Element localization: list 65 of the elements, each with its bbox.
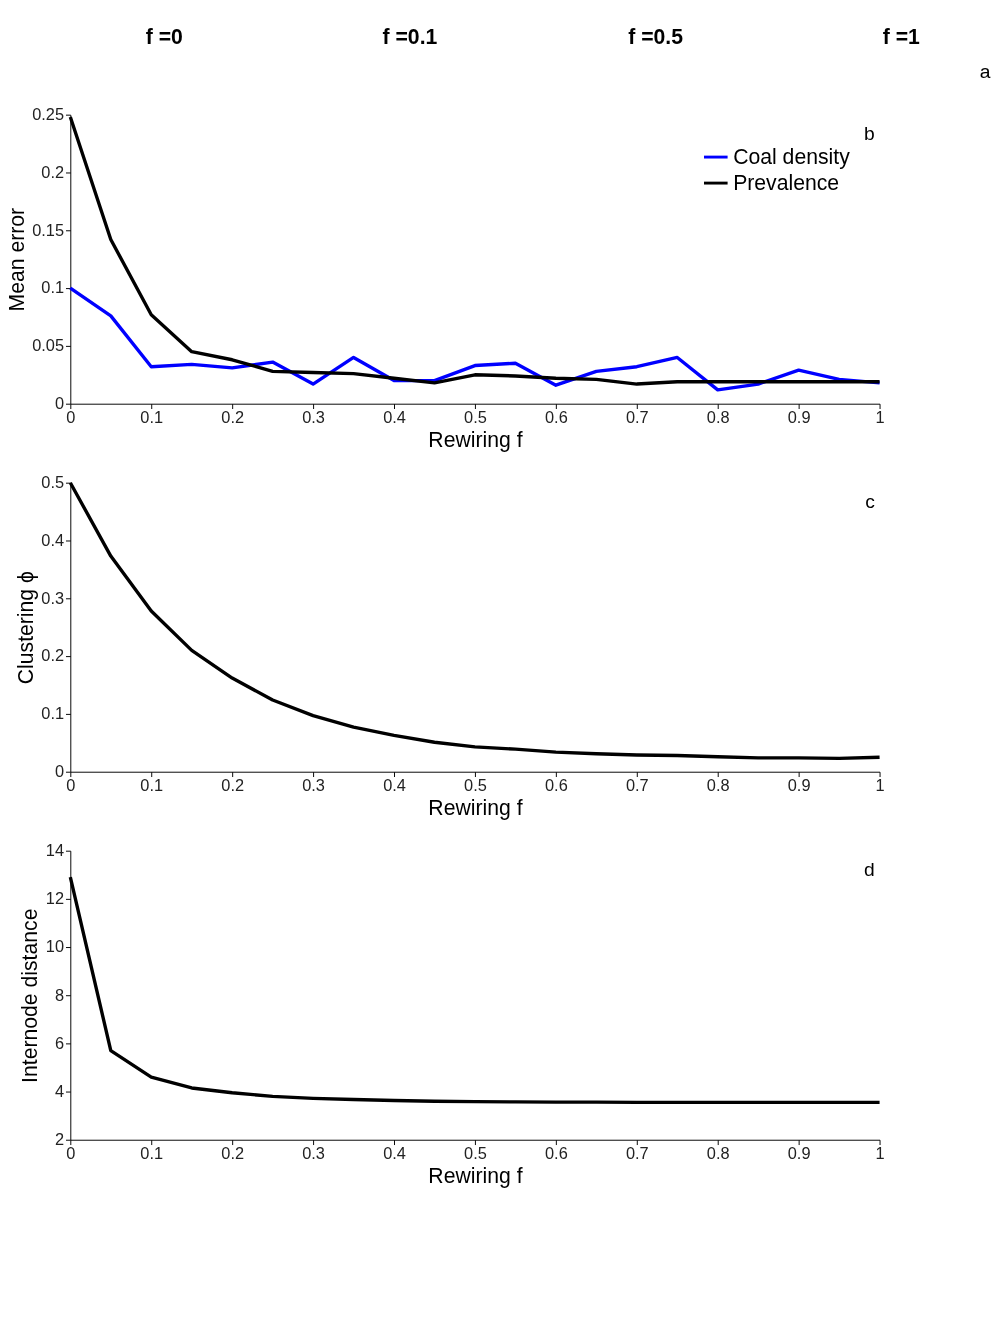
y-tick-label: 0.4 (41, 530, 65, 549)
x-tick-label: 0.1 (140, 776, 164, 795)
x-tick-label: 0.8 (706, 776, 730, 795)
x-tick-label: 0.8 (706, 1144, 730, 1163)
x-tick-label: 0.9 (787, 408, 811, 427)
x-tick-label: 1 (875, 776, 885, 795)
y-tick-label: 0.1 (41, 704, 65, 723)
y-tick-label: 6 (54, 1033, 65, 1052)
x-tick-label: 0.5 (464, 408, 487, 427)
x-tick-label: 0.6 (544, 1144, 568, 1163)
y-tick-label: 0.05 (32, 336, 65, 355)
annotation: d (864, 858, 875, 880)
x-tick-label: 0.7 (625, 408, 649, 427)
x-tick-label: 0.1 (140, 1144, 164, 1163)
y-tick-label: 12 (45, 889, 65, 908)
x-tick-label: 0.8 (706, 408, 730, 427)
x-tick-label: 0.3 (302, 1144, 325, 1163)
x-tick-label: 0.9 (787, 776, 811, 795)
x-axis-title: Rewiring f (428, 1163, 523, 1188)
x-tick-label: 0.6 (544, 776, 568, 795)
text: f =1 (882, 25, 921, 49)
y-tick-label: 0.25 (32, 104, 65, 123)
y-tick-label: 8 (54, 985, 65, 1004)
x-tick-label: 0.4 (383, 1144, 406, 1163)
y-axis-title: Clustering ϕ (13, 570, 38, 685)
y-tick-label: 0 (54, 762, 65, 781)
x-tick-label: 0.5 (464, 776, 487, 795)
text: f =0.5 (628, 25, 684, 49)
y-tick-label: 0.2 (41, 162, 65, 181)
text: f =0.1 (382, 25, 438, 49)
annotation: b (864, 122, 875, 144)
x-axis-title: Rewiring f (428, 795, 523, 820)
y-tick-label: 0.2 (41, 646, 65, 665)
y-tick-label: 2 (54, 1130, 65, 1149)
annotation: c (865, 490, 876, 512)
x-tick-label: 0.3 (302, 776, 325, 795)
x-tick-label: 0.3 (302, 408, 325, 427)
y-tick-label: 0.15 (32, 220, 65, 239)
text: a (979, 61, 991, 83)
y-tick-label: 0.5 (41, 473, 65, 491)
y-axis-title: Mean error (4, 207, 28, 312)
x-tick-label: 1 (875, 408, 885, 427)
y-tick-label: 0 (54, 394, 65, 412)
x-tick-label: 1 (875, 1144, 885, 1163)
x-tick-label: 0.2 (221, 1144, 245, 1163)
text: f =0 (145, 25, 183, 49)
legend-label: Coal density (733, 144, 851, 169)
x-tick-label: 0.5 (464, 1144, 487, 1163)
x-tick-label: 0.1 (140, 408, 164, 427)
x-tick-label: 0.4 (383, 408, 406, 427)
x-tick-label: 0.6 (544, 408, 568, 427)
legend-label: Prevalence (733, 170, 840, 194)
x-tick-label: 0.2 (221, 776, 245, 795)
y-tick-label: 4 (54, 1081, 65, 1100)
x-axis-title: Rewiring f (428, 427, 523, 452)
x-tick-label: 0.7 (625, 776, 649, 795)
y-tick-label: 0.3 (41, 588, 65, 607)
x-tick-label: 0.4 (383, 776, 406, 795)
x-tick-label: 0.2 (221, 408, 245, 427)
y-tick-label: 10 (45, 937, 65, 956)
y-tick-label: 14 (45, 841, 65, 860)
x-tick-label: 0.7 (625, 1144, 649, 1163)
x-tick-label: 0.9 (787, 1144, 811, 1163)
y-tick-label: 0.1 (41, 278, 65, 297)
y-axis-title: Internode distance (18, 908, 42, 1083)
